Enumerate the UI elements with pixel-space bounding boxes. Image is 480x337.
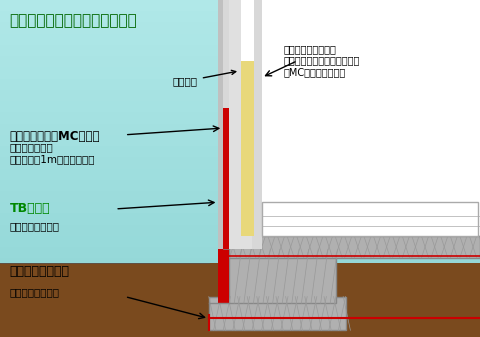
Bar — [209, 297, 346, 330]
Bar — [241, 61, 254, 236]
Bar — [218, 249, 229, 303]
Bar — [241, 0, 254, 61]
Bar — [0, 281, 480, 292]
Bar — [0, 270, 480, 281]
Bar — [0, 11, 480, 23]
Bar — [0, 79, 480, 90]
Bar — [229, 0, 252, 249]
Bar — [0, 326, 480, 337]
Bar — [0, 191, 480, 202]
Text: 白蟻に強い桧の土台
（桧以外では天然ピレトリン
　MC木部用を処理）: 白蟻に強い桧の土台 （桧以外では天然ピレトリン MC木部用を処理） — [283, 44, 360, 77]
Bar — [0, 202, 480, 213]
Text: ターミダンシート: ターミダンシート — [10, 265, 70, 278]
Text: 天然ピレトリンMC木部用: 天然ピレトリンMC木部用 — [10, 130, 100, 143]
Bar — [0, 124, 480, 135]
Bar — [0, 34, 480, 45]
Bar — [0, 67, 480, 79]
Bar — [0, 112, 480, 124]
Bar — [0, 225, 480, 236]
Bar — [0, 45, 480, 56]
Bar — [229, 236, 480, 258]
Bar — [0, 303, 480, 314]
Text: 通気構造: 通気構造 — [173, 70, 236, 86]
Bar — [0, 247, 480, 258]
Text: 白蟻防除剤塗布
（地面より1m以内の木部）: 白蟻防除剤塗布 （地面より1m以内の木部） — [10, 142, 95, 164]
Text: 防蟻基礎外断熱材: 防蟻基礎外断熱材 — [10, 221, 60, 231]
Bar — [223, 0, 262, 249]
Bar — [0, 0, 480, 11]
Bar — [218, 108, 229, 249]
Bar — [0, 292, 480, 303]
Bar — [218, 0, 223, 249]
Bar — [0, 213, 480, 225]
Bar — [0, 263, 480, 337]
Text: TBボード: TBボード — [10, 202, 50, 215]
Bar — [0, 168, 480, 180]
Bar — [0, 56, 480, 67]
Bar — [0, 236, 480, 247]
Text: 基礎外断熱と防蟻処理の断面図: 基礎外断熱と防蟻処理の断面図 — [10, 13, 137, 29]
Bar — [0, 157, 480, 168]
Bar — [0, 314, 480, 326]
Bar — [0, 90, 480, 101]
Bar — [0, 23, 480, 34]
Bar — [0, 146, 480, 157]
Bar — [0, 258, 480, 270]
Bar — [229, 249, 336, 303]
Bar — [0, 101, 480, 112]
Bar — [0, 180, 480, 191]
Bar — [229, 0, 480, 236]
Bar — [0, 135, 480, 146]
Text: 防蟻・防湿シート: 防蟻・防湿シート — [10, 287, 60, 297]
Bar — [262, 202, 478, 236]
